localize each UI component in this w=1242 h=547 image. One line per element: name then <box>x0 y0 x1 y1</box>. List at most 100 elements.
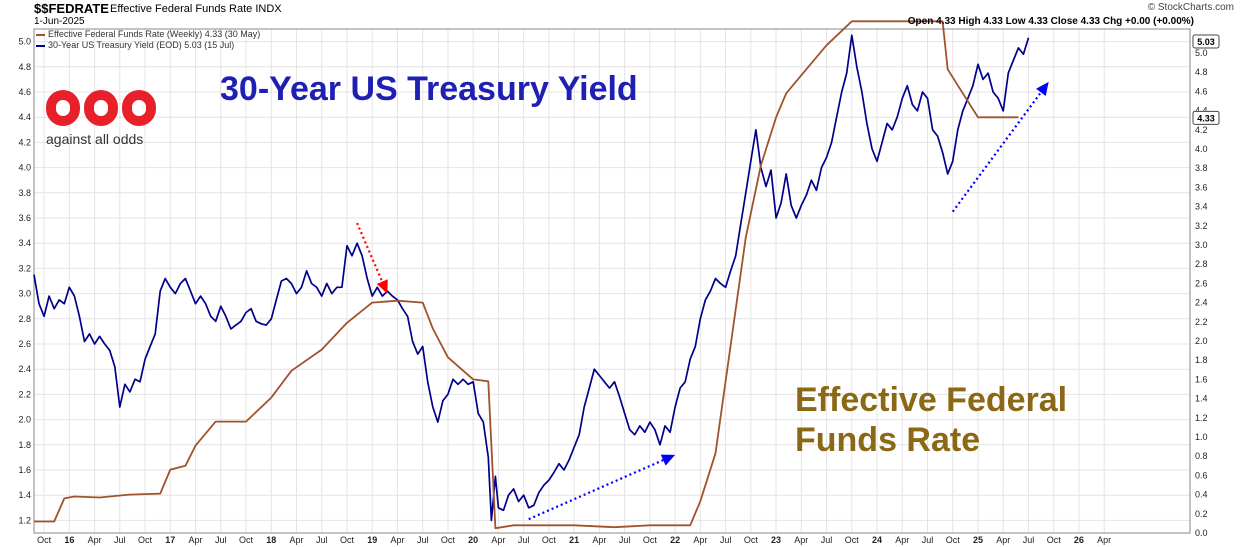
right-tick-label: 5.0 <box>1195 48 1208 58</box>
trend-arrow-head <box>376 279 388 294</box>
right-tick-label: 1.2 <box>1195 413 1208 423</box>
right-tick-label: 4.0 <box>1195 144 1208 154</box>
right-tick-label: 2.0 <box>1195 336 1208 346</box>
left-tick-label: 4.8 <box>18 62 31 72</box>
left-tick-label: 5.0 <box>18 37 31 47</box>
left-tick-label: 2.6 <box>18 339 31 349</box>
legend-fed: Effective Federal Funds Rate (Weekly) 4.… <box>36 29 260 39</box>
right-tick-label: 2.2 <box>1195 317 1208 327</box>
right-tick-label: 3.4 <box>1195 202 1208 212</box>
legend-swatch-tsy <box>36 44 45 47</box>
last-value-box <box>1192 110 1220 125</box>
fed-title: Effective Federal Funds Rate <box>795 380 1067 460</box>
right-tick-label: 1.6 <box>1195 374 1208 384</box>
right-tick-label: 0.4 <box>1195 490 1208 500</box>
x-tick-label: Apr <box>693 535 707 545</box>
x-tick-label: Jul <box>215 535 227 545</box>
x-tick-label: Apr <box>1097 535 1111 545</box>
left-tick-label: 1.4 <box>18 490 31 500</box>
right-tick-label: 0.2 <box>1195 509 1208 519</box>
x-tick-label: Oct <box>542 535 557 545</box>
right-tick-label: 4.8 <box>1195 67 1208 77</box>
x-tick-label: Apr <box>88 535 102 545</box>
x-tick-label: 24 <box>872 535 882 545</box>
x-tick-label: Apr <box>390 535 404 545</box>
grid <box>34 29 1190 533</box>
x-tick-label: Jul <box>922 535 934 545</box>
fed-title-line1: Effective Federal <box>795 381 1068 419</box>
chart-symbol: $$FEDRATE <box>34 1 109 16</box>
right-tick-label: 4.2 <box>1195 125 1208 135</box>
right-tick-label: 3.2 <box>1195 221 1208 231</box>
series-group <box>33 20 1030 530</box>
x-tick-label: Jul <box>821 535 833 545</box>
right-tick-label: 1.4 <box>1195 394 1208 404</box>
x-tick-label: Oct <box>441 535 456 545</box>
treasury-title: 30-Year US Treasury Yield <box>220 70 638 108</box>
exchange-label: INDX <box>255 3 282 15</box>
x-tick-label: Apr <box>794 535 808 545</box>
right-tick-label: 0.6 <box>1195 470 1208 480</box>
trend-arrow-line <box>356 222 384 283</box>
source-label: © StockCharts.com <box>1147 2 1234 13</box>
right-tick-label: 0.8 <box>1195 451 1208 461</box>
chart-description: Effective Federal Funds Rate INDX <box>110 3 282 15</box>
x-tick-label: Oct <box>845 535 860 545</box>
x-tick-label: Jul <box>720 535 732 545</box>
x-tick-label: 22 <box>670 535 680 545</box>
last-value-label: 5.03 <box>1197 37 1215 47</box>
x-tick-label: 25 <box>973 535 983 545</box>
x-tick-label: Oct <box>37 535 52 545</box>
trend-arrow-head <box>1036 81 1049 96</box>
x-tick-label: Apr <box>491 535 505 545</box>
x-axis-ticks: Oct 16 Apr Jul Oct 17 Apr Jul Oct 18 Apr Jul Oct 19 Ap… <box>37 535 1111 545</box>
series-line-fedfunds <box>34 20 1019 530</box>
left-tick-label: 3.6 <box>18 213 31 223</box>
x-tick-label: 23 <box>771 535 781 545</box>
legend-tsy-text: 30-Year US Treasury Yield (EOD) 5.03 (15… <box>48 40 235 50</box>
left-tick-label: 4.4 <box>18 112 31 122</box>
x-tick-label: Jul <box>114 535 126 545</box>
trend-arrow-head <box>660 454 676 466</box>
fed-title-line2: Funds Rate <box>795 421 981 459</box>
x-tick-label: 26 <box>1074 535 1084 545</box>
right-tick-label: 1.8 <box>1195 355 1208 365</box>
x-tick-label: Apr <box>592 535 606 545</box>
x-tick-label: 16 <box>64 535 74 545</box>
x-tick-label: Oct <box>946 535 961 545</box>
x-tick-label: Oct <box>239 535 254 545</box>
x-tick-label: Jul <box>316 535 328 545</box>
left-tick-label: 3.2 <box>18 263 31 273</box>
left-tick-label: 2.2 <box>18 389 31 399</box>
left-tick-label: 2.0 <box>18 415 31 425</box>
right-tick-label: 2.4 <box>1195 298 1208 308</box>
left-tick-label: 2.8 <box>18 314 31 324</box>
x-tick-label: 19 <box>367 535 377 545</box>
series-line-treasury <box>33 34 1030 522</box>
legend-tsy: 30-Year US Treasury Yield (EOD) 5.03 (15… <box>36 40 234 50</box>
left-tick-label: 2.4 <box>18 364 31 374</box>
x-tick-label: Oct <box>340 535 355 545</box>
last-value-label: 4.33 <box>1197 113 1215 123</box>
legend-fed-text: Effective Federal Funds Rate (Weekly) 4.… <box>48 29 261 39</box>
description-text: Effective Federal Funds Rate <box>110 3 253 15</box>
x-tick-label: Apr <box>189 535 203 545</box>
logo-icon <box>46 90 156 126</box>
left-tick-label: 4.0 <box>18 163 31 173</box>
left-tick-label: 3.0 <box>18 289 31 299</box>
x-tick-label: 21 <box>569 535 579 545</box>
x-tick-label: Oct <box>744 535 759 545</box>
trend-arrows <box>356 81 1049 521</box>
right-tick-label: 3.6 <box>1195 182 1208 192</box>
x-tick-label: Jul <box>1023 535 1035 545</box>
x-tick-label: 20 <box>468 535 478 545</box>
x-tick-label: Oct <box>643 535 658 545</box>
left-tick-label: 3.8 <box>18 188 31 198</box>
trend-arrow-line <box>951 91 1042 213</box>
left-tick-label: 3.4 <box>18 238 31 248</box>
x-tick-label: Jul <box>518 535 530 545</box>
ohlc-readout: Open 4.33 High 4.33 Low 4.33 Close 4.33 … <box>907 16 1194 27</box>
right-tick-label: 0.0 <box>1195 528 1208 538</box>
left-axis-ticks: 1.2 1.4 1.6 1.8 2.0 2.2 2.4 2.6 2.8 3.0 3.2 3.4 3.6 3… <box>18 37 31 526</box>
